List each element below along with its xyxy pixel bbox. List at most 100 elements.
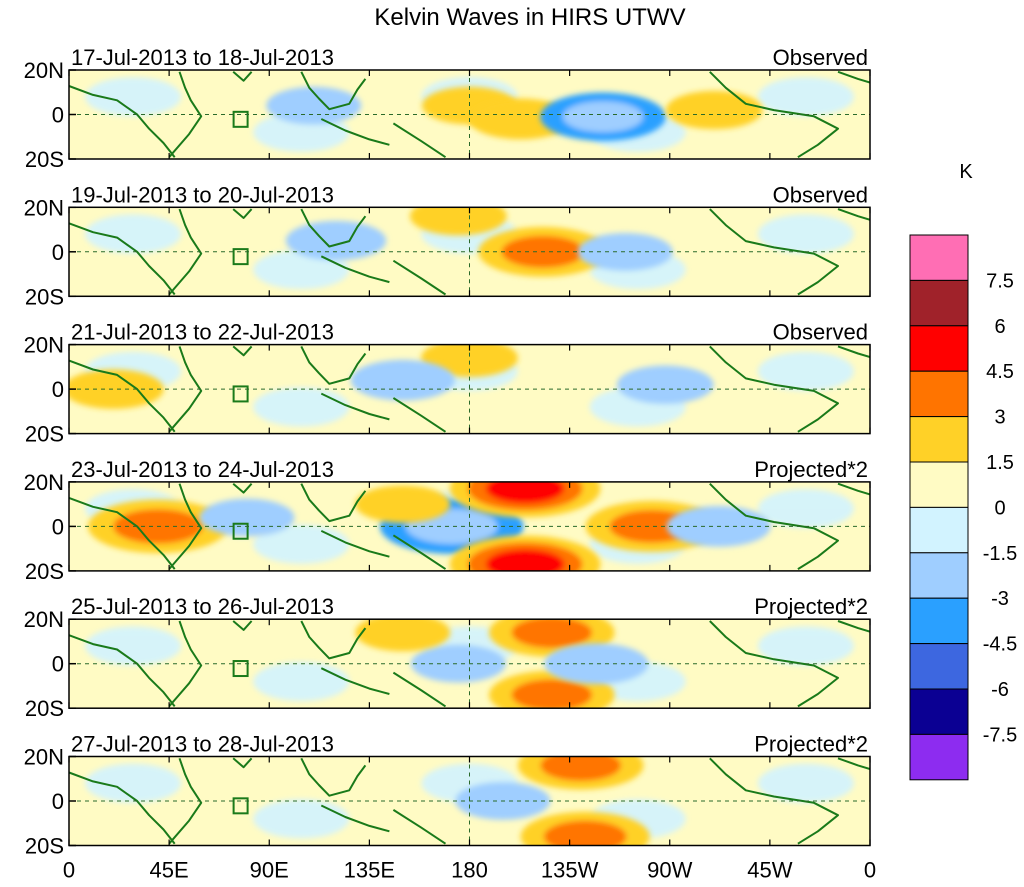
coastline: [709, 620, 839, 708]
panel: 21-Jul-2013 to 22-Jul-2013 Observed 20N 0 20…: [24, 320, 871, 447]
anomaly-feature: [520, 811, 650, 846]
colorbar-label: -4.5: [983, 634, 1017, 656]
coastline: [837, 482, 870, 496]
colorbar-label: 1.5: [986, 452, 1014, 474]
coastline: [232, 757, 253, 769]
contour-level: [544, 643, 649, 685]
colorbar-swatch: [909, 552, 969, 599]
x-tick-label: 90E: [250, 858, 289, 883]
colorbar-swatch: [909, 461, 969, 508]
colorbar-label: -1.5: [983, 543, 1017, 565]
coastline: [709, 345, 839, 433]
y-tick-label: 20N: [24, 745, 64, 770]
coastlines: [69, 70, 870, 159]
anomaly-feature: [577, 233, 673, 271]
y-tick-label: 20N: [24, 58, 64, 83]
contour-level: [511, 619, 593, 649]
contour-level: [511, 679, 593, 709]
colorbar-label: 7.5: [986, 270, 1014, 292]
coastline: [392, 671, 447, 708]
y-tick-label: 20N: [24, 333, 64, 358]
coastline: [69, 496, 176, 570]
coastlines: [69, 482, 870, 570]
panel-date-range: 25-Jul-2013 to 26-Jul-2013: [71, 594, 334, 619]
coastline: [168, 757, 203, 845]
coastline: [168, 346, 203, 433]
coastline: [168, 620, 203, 708]
y-tick-label: 20N: [24, 470, 64, 495]
contour-level: [410, 644, 506, 683]
coastline: [320, 529, 390, 558]
y-tick-label: 0: [52, 103, 64, 128]
panel: 27-Jul-2013 to 28-Jul-2013 Projected*2 20N…: [24, 732, 871, 859]
contour-level: [485, 481, 565, 504]
anomaly-feature: [517, 756, 644, 790]
background-contour: [253, 387, 350, 427]
coastline: [837, 208, 870, 221]
panel: 25-Jul-2013 to 26-Jul-2013 Projected*2 20N…: [24, 594, 871, 721]
anomaly-feature: [266, 86, 362, 125]
coastline: [300, 757, 367, 797]
background-contour: [85, 214, 182, 254]
panel-label: Projected*2: [754, 594, 868, 619]
colorbar-swatch: [909, 597, 969, 645]
background-contour: [253, 799, 350, 839]
panel-date-range: 23-Jul-2013 to 24-Jul-2013: [71, 457, 334, 482]
contour-level: [266, 86, 362, 125]
coastline: [392, 122, 447, 159]
coastline: [69, 85, 176, 158]
background-contour: [253, 524, 350, 564]
contour-level: [355, 485, 451, 523]
y-tick-label: 20N: [24, 195, 64, 220]
region-box: [232, 797, 249, 815]
coastline: [69, 359, 176, 433]
panel-date-range: 21-Jul-2013 to 22-Jul-2013: [71, 320, 334, 345]
coastline: [320, 118, 390, 146]
panel-date-range: 19-Jul-2013 to 20-Jul-2013: [71, 182, 334, 207]
coastline: [168, 71, 203, 158]
y-tick-label: 20S: [25, 147, 64, 172]
x-tick-label: 90W: [647, 858, 692, 883]
anomaly-feature: [409, 207, 507, 236]
panel: 23-Jul-2013 to 24-Jul-2013 Projected*2 20N…: [24, 457, 871, 584]
coastline: [320, 667, 390, 695]
colorbar-label: -6: [991, 679, 1009, 701]
y-tick-label: 20S: [25, 834, 64, 859]
panel-label: Observed: [773, 182, 868, 207]
anomaly-feature: [540, 92, 666, 141]
contour-level: [577, 233, 673, 271]
coastlines: [69, 620, 870, 708]
region-box: [232, 660, 249, 678]
y-tick-label: 0: [52, 377, 64, 402]
coastline: [320, 804, 390, 833]
background-contour: [757, 77, 854, 117]
panel-label: Projected*2: [754, 732, 868, 757]
coastline: [392, 534, 447, 570]
y-tick-label: 20S: [25, 559, 64, 584]
anomaly-feature: [410, 644, 506, 683]
coastline: [69, 634, 176, 708]
colorbar-label: 3: [994, 407, 1005, 429]
y-tick-label: 0: [52, 652, 64, 677]
background-contour: [757, 489, 854, 529]
region-box: [232, 385, 249, 403]
background-contour: [757, 626, 854, 666]
panel-date-range: 17-Jul-2013 to 18-Jul-2013: [71, 45, 334, 70]
coastline: [168, 208, 203, 296]
anomaly-feature: [665, 90, 763, 130]
colorbar-label: -3: [991, 588, 1009, 610]
contour-level: [409, 207, 507, 236]
anomaly-feature: [449, 481, 601, 518]
contour-level: [355, 619, 451, 652]
contour-level: [285, 220, 387, 261]
contour-level: [485, 549, 565, 571]
x-tick-label: 45E: [150, 858, 189, 883]
coastline: [232, 482, 253, 494]
coastline: [300, 71, 367, 111]
coastline: [709, 757, 839, 845]
colorbar-swatch: [909, 416, 969, 463]
contour-level: [350, 359, 455, 401]
panels: 17-Jul-2013 to 18-Jul-2013 Observed 20N 0 20…: [24, 45, 871, 859]
colorbar-label: 0: [994, 497, 1005, 519]
